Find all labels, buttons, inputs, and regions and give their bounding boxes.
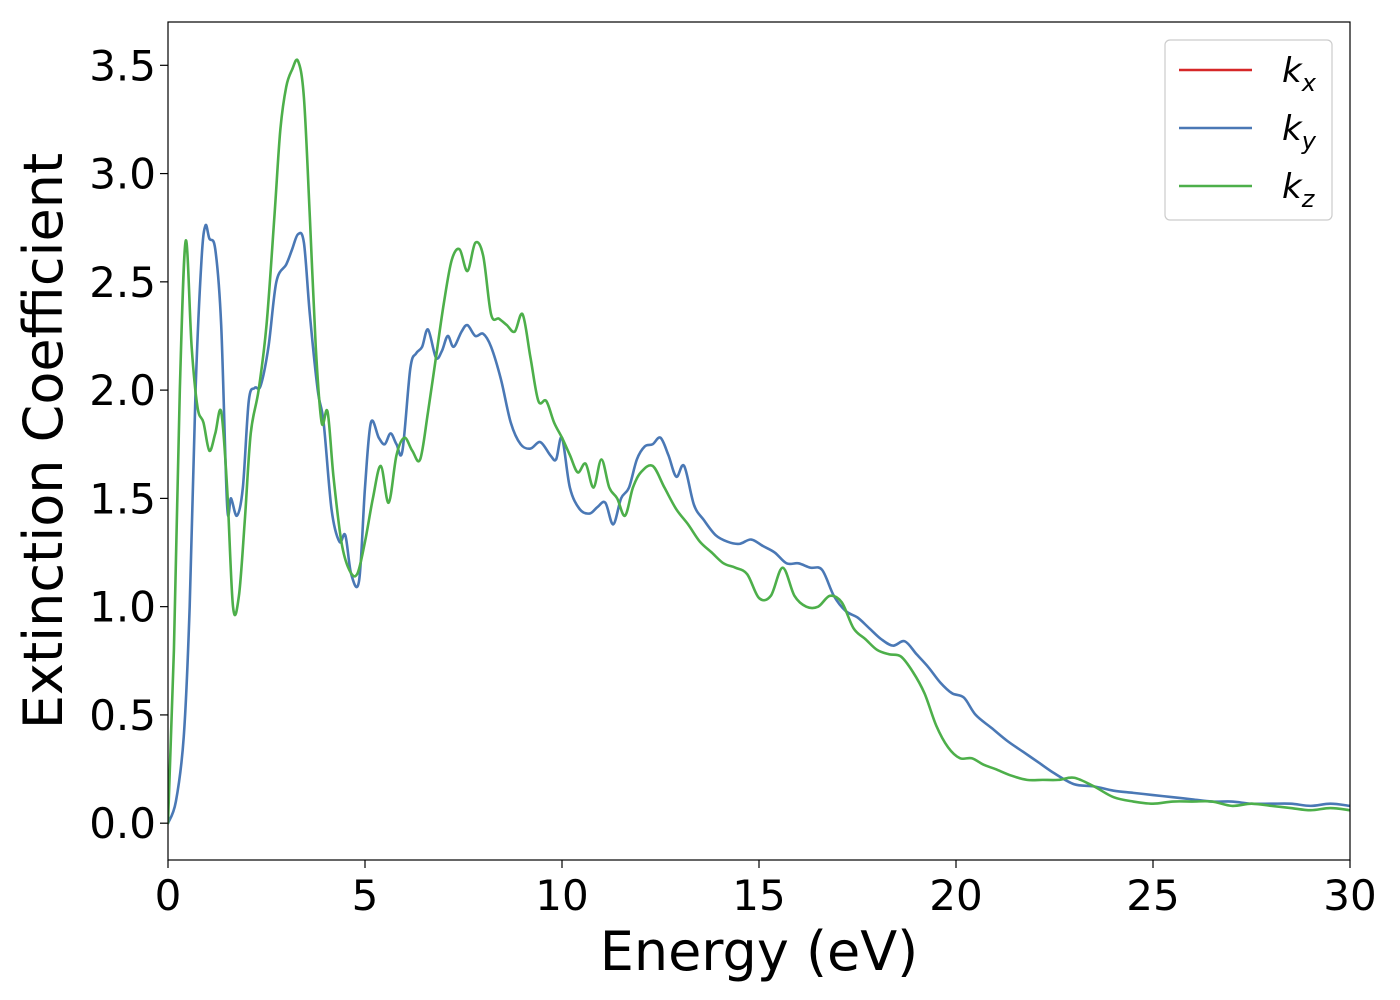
y-tick-label: 0.0 (89, 799, 156, 848)
legend-label-k-y: ky (1282, 109, 1317, 155)
legend-label-k-x: kx (1282, 51, 1317, 97)
x-tick-label: 25 (1126, 871, 1179, 920)
legend-label-k-z: kz (1282, 167, 1316, 213)
legend: kx ky kz (1164, 39, 1333, 221)
x-tick-label: 15 (732, 871, 785, 920)
plot-background (168, 22, 1350, 860)
y-tick-label: 0.5 (89, 691, 156, 740)
y-tick-label: 2.5 (89, 258, 156, 307)
x-tick-label: 5 (352, 871, 379, 920)
x-axis-title: Energy (eV) (600, 920, 919, 983)
series-line-k-y (168, 223, 1350, 825)
x-tick-label: 30 (1323, 871, 1376, 920)
x-tick-label: 0 (155, 871, 182, 920)
y-axis-title: Extinction Coefficient (12, 153, 75, 729)
y-tick-label: 3.0 (89, 150, 156, 199)
series-line-k-z (168, 58, 1350, 825)
x-axis: 0 5 10 15 20 25 30 (155, 860, 1377, 920)
y-tick-label: 2.0 (89, 366, 156, 415)
y-axis: 0.0 0.5 1.0 1.5 2.0 2.5 3.0 3.5 (89, 41, 168, 848)
y-tick-label: 1.5 (89, 474, 156, 523)
series-layer (168, 58, 1350, 825)
legend-box (1164, 39, 1333, 221)
x-tick-label: 20 (929, 871, 982, 920)
x-tick-label: 10 (535, 871, 588, 920)
y-tick-label: 1.0 (89, 583, 156, 632)
y-tick-label: 3.5 (89, 41, 156, 90)
